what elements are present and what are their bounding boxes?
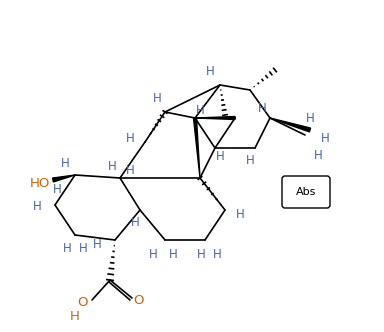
Polygon shape <box>195 117 235 120</box>
Text: H: H <box>126 163 134 177</box>
Text: H: H <box>126 131 134 144</box>
Text: H: H <box>195 104 204 117</box>
Text: H: H <box>61 156 70 170</box>
Text: O: O <box>133 293 143 306</box>
Text: H: H <box>236 208 244 221</box>
Polygon shape <box>194 118 200 178</box>
Text: H: H <box>321 131 329 144</box>
Text: H: H <box>258 102 266 115</box>
Text: H: H <box>169 247 177 261</box>
Text: H: H <box>79 242 88 256</box>
Text: H: H <box>53 183 61 196</box>
Text: O: O <box>77 295 87 308</box>
FancyBboxPatch shape <box>282 176 330 208</box>
Text: HO: HO <box>30 177 50 190</box>
Text: H: H <box>149 247 157 261</box>
Text: H: H <box>246 153 254 167</box>
Text: H: H <box>93 238 101 252</box>
Text: H: H <box>63 242 71 256</box>
Text: H: H <box>70 309 80 322</box>
Text: H: H <box>108 159 116 173</box>
Polygon shape <box>53 175 75 182</box>
Text: H: H <box>197 247 205 261</box>
Text: H: H <box>131 215 139 228</box>
Text: H: H <box>33 201 41 213</box>
Text: H: H <box>306 112 314 124</box>
Text: H: H <box>213 247 221 261</box>
Polygon shape <box>270 118 311 132</box>
Text: Abs: Abs <box>296 187 316 197</box>
Text: H: H <box>152 92 161 105</box>
Text: H: H <box>205 64 214 77</box>
Text: H: H <box>314 148 323 161</box>
Text: H: H <box>216 149 224 162</box>
